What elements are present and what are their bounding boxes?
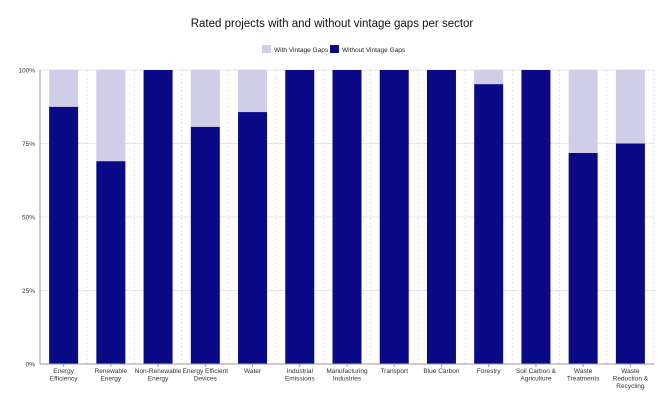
x-tick-label-line: Agriculture [520, 376, 551, 383]
bar-without-vintage-gaps[interactable] [615, 143, 645, 365]
bar-without-vintage-gaps[interactable] [96, 161, 126, 364]
chart-title: Rated projects with and without vintage … [191, 18, 474, 30]
bar-without-vintage-gaps[interactable] [568, 152, 598, 364]
bar-with-vintage-gaps[interactable] [190, 70, 220, 127]
x-tick-label: Waste Reduction & Recycling [613, 368, 649, 390]
bar-without-vintage-gaps[interactable] [521, 70, 551, 364]
bar-with-vintage-gaps[interactable] [238, 70, 268, 113]
bar-with-vintage-gaps[interactable] [568, 70, 598, 153]
legend: With Vintage Gaps Without Vintage Gaps [262, 45, 406, 54]
bar-without-vintage-gaps[interactable] [285, 70, 315, 364]
x-tick-label-line: Efficiency [50, 376, 78, 383]
y-tick-label: 0% [26, 362, 36, 369]
x-tick-label-line: Energy [101, 376, 122, 383]
y-tick-label: 50% [22, 215, 35, 222]
x-tick-label-line: Energy [53, 368, 74, 375]
x-tick-label: Non-Renewable Energy [135, 368, 182, 383]
y-tick-label: 100% [18, 68, 35, 75]
x-tick-label-line: Manufacturing [326, 368, 368, 375]
bar-without-vintage-gaps[interactable] [474, 84, 504, 364]
legend-item-with-vintage-gaps[interactable]: With Vintage Gaps [262, 45, 329, 54]
legend-swatch-with-vintage-gaps [262, 45, 271, 53]
x-tick-label-line: Forestry [477, 368, 502, 375]
x-tick-label: Soil Carbon & Agriculture [516, 368, 557, 383]
x-tick-label: Energy Efficiency [50, 368, 78, 383]
legend-item-without-vintage-gaps[interactable]: Without Vintage Gaps [330, 45, 406, 54]
bar-without-vintage-gaps[interactable] [49, 106, 79, 364]
x-tick-label: Water [244, 368, 262, 375]
y-axis: 0% 25% 50% 75% 100% [18, 68, 41, 369]
x-tick-label: Waste Treatments [567, 368, 600, 383]
x-tick-label-line: Reduction & [613, 376, 649, 383]
x-tick-label-line: Waste [574, 368, 593, 375]
bar-without-vintage-gaps[interactable] [238, 112, 268, 365]
x-tick-label: Manufacturing Industries [326, 368, 368, 383]
x-tick-label-line: Waste [621, 368, 640, 375]
bar-with-vintage-gaps[interactable] [96, 70, 126, 162]
x-tick-label: Blue Carbon [423, 368, 460, 375]
x-tick-label-line: Recycling [616, 383, 645, 390]
bar-without-vintage-gaps[interactable] [332, 70, 362, 364]
x-tick-label-line: Emissions [285, 376, 315, 383]
x-tick-label-line: Renewable [95, 368, 128, 375]
x-tick-label-line: Treatments [567, 376, 600, 383]
y-tick-label: 75% [22, 141, 35, 148]
x-tick-label: Industrial Emissions [285, 368, 315, 383]
bar-without-vintage-gaps[interactable] [190, 126, 220, 364]
legend-label-without-vintage-gaps: Without Vintage Gaps [342, 47, 406, 54]
bar-with-vintage-gaps[interactable] [474, 70, 504, 85]
bar-without-vintage-gaps[interactable] [426, 70, 456, 364]
x-tick-label-line: Blue Carbon [423, 368, 460, 375]
x-tick-label: Transport [380, 368, 408, 375]
x-tick-label-line: Industrial [287, 368, 314, 375]
bar-with-vintage-gaps[interactable] [49, 70, 79, 107]
legend-swatch-without-vintage-gaps [330, 45, 339, 53]
x-tick-label-line: Water [244, 368, 262, 375]
bars [49, 70, 645, 365]
x-tick-label-line: Soil Carbon & [516, 368, 557, 375]
bar-with-vintage-gaps[interactable] [615, 70, 645, 144]
x-tick-label-line: Industries [333, 376, 362, 383]
x-tick-label-line: Transport [380, 368, 408, 375]
bar-without-vintage-gaps[interactable] [379, 70, 409, 364]
y-tick-label: 25% [22, 288, 35, 295]
x-tick-label: Energy Efficient Devices [183, 368, 229, 383]
x-tick-label-line: Non-Renewable [135, 368, 182, 375]
x-tick-label: Renewable Energy [95, 368, 128, 383]
x-tick-label-line: Energy Efficient [183, 368, 229, 375]
x-tick-label-line: Devices [194, 376, 218, 383]
x-tick-label: Forestry [477, 368, 502, 375]
x-tick-label-line: Energy [148, 376, 169, 383]
bar-without-vintage-gaps[interactable] [143, 70, 173, 364]
legend-label-with-vintage-gaps: With Vintage Gaps [274, 47, 329, 54]
